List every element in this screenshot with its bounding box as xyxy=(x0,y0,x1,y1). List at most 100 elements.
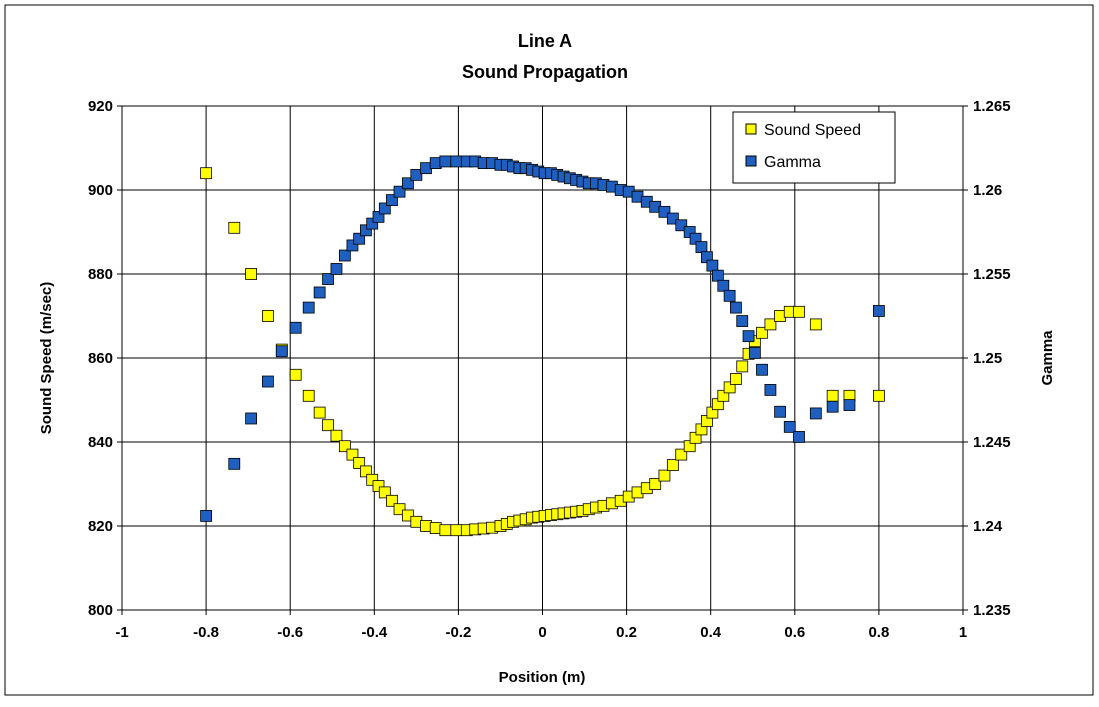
data-point-gamma xyxy=(793,431,805,443)
data-point-sound-speed xyxy=(245,268,257,280)
data-point-sound-speed xyxy=(322,419,334,432)
legend-box xyxy=(732,111,896,184)
y-tick-label: 800 xyxy=(88,602,113,619)
data-point-gamma xyxy=(742,330,755,343)
data-point-sound-speed xyxy=(717,389,730,402)
data-point-gamma xyxy=(393,185,406,198)
data-point-gamma xyxy=(736,315,749,327)
data-point-sound-speed xyxy=(353,457,366,469)
data-point-sound-speed xyxy=(200,167,213,180)
x-tick-label: 1 xyxy=(959,624,967,641)
y2-tick-label: 1.26 xyxy=(973,182,1002,199)
data-point-sound-speed xyxy=(366,473,379,486)
data-point-gamma xyxy=(675,219,688,232)
data-point-sound-speed xyxy=(730,373,742,385)
data-point-gamma xyxy=(658,205,671,218)
y-tick-label: 900 xyxy=(88,182,113,199)
data-point-sound-speed xyxy=(372,480,385,493)
data-point-sound-speed xyxy=(228,221,241,234)
x-tick-label: -0.2 xyxy=(445,624,471,641)
x-tick-label: 0 xyxy=(538,624,546,641)
legend-marker-sound-speed xyxy=(745,123,757,135)
y-tick-label: 920 xyxy=(88,98,113,115)
data-point-sound-speed xyxy=(756,326,768,339)
x-tick-label: 0.6 xyxy=(784,624,805,641)
data-point-gamma xyxy=(322,273,334,285)
y-tick-label: 840 xyxy=(88,434,113,451)
data-point-gamma xyxy=(402,177,414,190)
data-point-gamma xyxy=(666,212,679,225)
data-point-sound-speed xyxy=(764,318,777,331)
data-point-sound-speed xyxy=(809,318,822,331)
data-point-sound-speed xyxy=(873,389,885,402)
data-point-gamma xyxy=(330,263,343,275)
data-point-gamma xyxy=(228,457,241,470)
data-point-gamma xyxy=(730,301,742,314)
data-points xyxy=(200,155,885,537)
y2-axis-label: Gamma xyxy=(1039,330,1056,386)
data-point-gamma xyxy=(783,420,796,433)
y2-tick-label: 1.235 xyxy=(973,602,1011,619)
y2-tick-label: 1.24 xyxy=(973,518,1003,535)
data-point-sound-speed xyxy=(450,524,463,537)
y2-tick-label: 1.265 xyxy=(973,98,1011,115)
x-tick-label: -0.8 xyxy=(193,624,219,641)
data-point-sound-speed xyxy=(723,381,736,394)
data-point-gamma xyxy=(386,194,398,206)
x-tick-label: 0.8 xyxy=(868,624,889,641)
data-point-sound-speed xyxy=(338,440,351,453)
data-point-sound-speed xyxy=(378,486,391,499)
data-point-sound-speed xyxy=(675,448,688,461)
data-point-sound-speed xyxy=(262,310,274,322)
data-point-sound-speed xyxy=(330,429,343,442)
data-point-gamma xyxy=(450,155,463,168)
data-point-sound-speed xyxy=(666,459,679,472)
data-point-sound-speed xyxy=(289,368,302,381)
data-point-gamma xyxy=(245,412,257,425)
chart-area-border xyxy=(4,4,1094,696)
data-point-gamma xyxy=(748,347,761,359)
data-point-gamma xyxy=(289,321,302,334)
y2-tick-label: 1.25 xyxy=(973,350,1002,367)
data-point-gamma xyxy=(372,210,385,223)
data-point-sound-speed xyxy=(658,469,671,482)
data-point-gamma xyxy=(826,400,839,413)
data-point-gamma xyxy=(200,510,213,522)
y-tick-label: 880 xyxy=(88,266,113,283)
data-point-gamma xyxy=(359,224,372,237)
x-tick-label: -1 xyxy=(115,624,128,641)
data-point-gamma xyxy=(764,384,777,396)
data-point-sound-speed xyxy=(793,305,805,318)
data-point-gamma xyxy=(353,232,366,245)
data-point-gamma xyxy=(338,249,351,262)
data-point-gamma xyxy=(366,217,379,230)
x-tick-label: -0.4 xyxy=(361,624,388,641)
data-point-gamma xyxy=(275,345,288,358)
data-point-sound-speed xyxy=(402,509,414,522)
chart-title-line-1: Line A xyxy=(518,31,572,51)
data-point-gamma xyxy=(706,259,719,272)
legend-marker-gamma xyxy=(745,155,757,167)
x-tick-label: -0.6 xyxy=(277,624,303,641)
data-point-gamma xyxy=(873,305,885,317)
data-point-sound-speed xyxy=(393,503,406,516)
legend-label-gamma: Gamma xyxy=(764,154,821,171)
y-tick-label: 820 xyxy=(88,518,113,535)
y-axis-label: Sound Speed (m/sec) xyxy=(38,282,55,435)
x-axis-label: Position (m) xyxy=(499,669,586,686)
data-point-gamma xyxy=(723,289,736,302)
data-point-gamma xyxy=(809,407,822,420)
data-point-sound-speed xyxy=(649,478,662,490)
data-point-sound-speed xyxy=(386,494,398,507)
data-point-sound-speed xyxy=(826,389,839,402)
data-point-gamma xyxy=(410,168,423,181)
data-point-gamma xyxy=(717,279,730,292)
x-tick-label: 0.4 xyxy=(700,624,722,641)
data-point-gamma xyxy=(711,269,724,282)
data-point-gamma xyxy=(756,363,768,376)
data-point-sound-speed xyxy=(439,524,452,537)
y-tick-label: 860 xyxy=(88,350,113,367)
data-point-sound-speed xyxy=(346,448,359,461)
